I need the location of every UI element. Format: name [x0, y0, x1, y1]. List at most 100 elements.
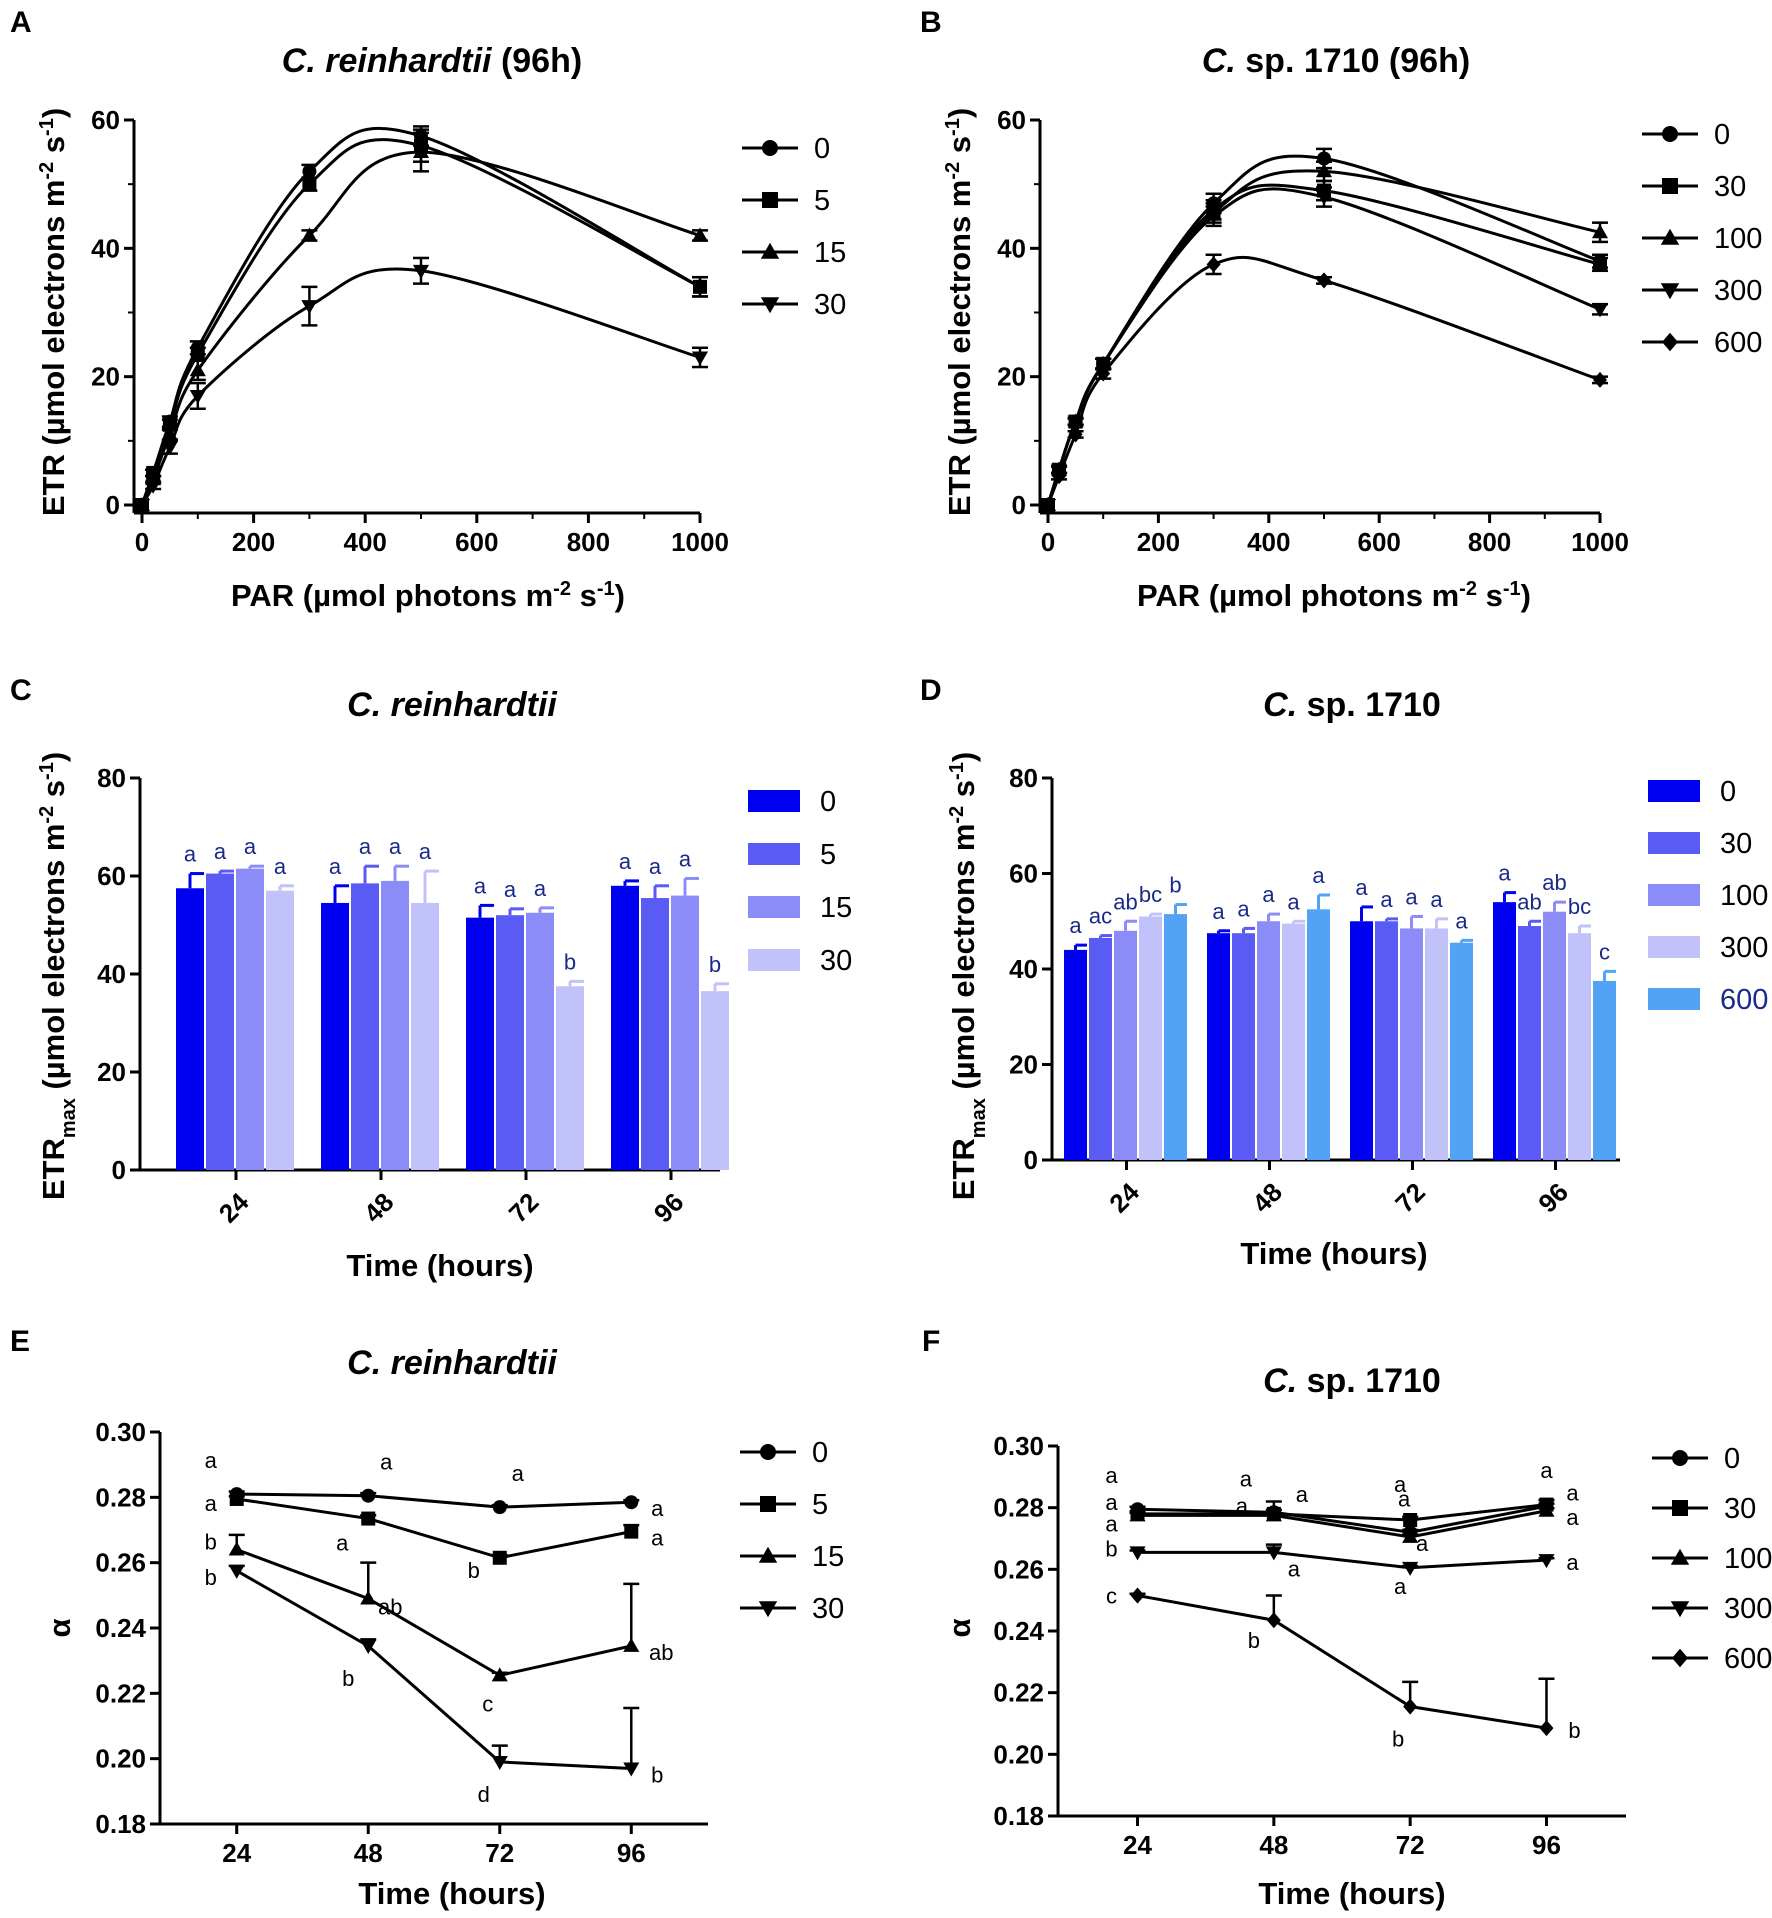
bar: [1114, 930, 1137, 1160]
data-point: [361, 1511, 376, 1526]
significance-label: a: [1380, 887, 1393, 912]
data-point: [1403, 1513, 1418, 1527]
y-tick-label: 0.26: [95, 1548, 146, 1578]
chart-title: C. reinhardtii (96h): [282, 42, 582, 80]
data-point: [302, 164, 317, 179]
data-point: [491, 1755, 508, 1770]
series-5: [135, 128, 708, 512]
significance-label: a: [1355, 875, 1368, 900]
y-tick-label: 0: [1024, 1145, 1038, 1175]
legend-marker: [762, 140, 778, 156]
data-point: [491, 1667, 508, 1682]
data-point: [1265, 1507, 1282, 1522]
y-tick-label: 0.30: [95, 1417, 146, 1447]
y-tick-label: 60: [97, 861, 126, 891]
legend-label: 30: [1720, 828, 1752, 860]
x-tick-label: 96: [617, 1838, 646, 1868]
significance-label: a: [1430, 887, 1443, 912]
bar: [206, 873, 234, 1170]
data-point: [189, 389, 206, 404]
y-tick-label: 0.30: [993, 1431, 1044, 1461]
data-point: [229, 1491, 244, 1506]
panel-letter: E: [10, 1325, 30, 1358]
label-part: ): [946, 752, 981, 762]
y-tick-label: 0.28: [993, 1493, 1044, 1523]
bar: [176, 888, 204, 1170]
bar: [1257, 921, 1280, 1160]
data-point: [492, 1500, 507, 1515]
x-tick-label: 800: [567, 527, 610, 557]
significance-label: a: [1498, 861, 1511, 886]
bar: [1282, 923, 1305, 1160]
legend-label: 0: [820, 786, 836, 818]
panel-f: F C. sp. 1710 0.18 0.20 0.22 0.24 0.26 0.28 0.30…: [922, 1325, 1772, 1911]
significance-label: b: [205, 1530, 217, 1555]
significance-label: a: [651, 1526, 664, 1551]
y-tick-label: 0.26: [993, 1554, 1044, 1584]
bar: [381, 880, 409, 1170]
bar: [236, 868, 264, 1170]
legend-marker: [762, 192, 778, 208]
bar: [556, 986, 584, 1170]
significance-label: b: [651, 1762, 663, 1787]
legend-marker: [760, 1496, 776, 1512]
bar: [1164, 914, 1187, 1160]
significance-label: a: [474, 873, 487, 898]
data-point: [145, 479, 162, 494]
significance-label: a: [1566, 1481, 1579, 1506]
series-line: [235, 1569, 632, 1770]
significance-label: b: [1169, 873, 1181, 898]
significance-label: a: [329, 854, 342, 879]
significance-label: a: [1212, 899, 1225, 924]
data-point: [412, 264, 430, 279]
y-tick-label: 80: [97, 763, 126, 793]
legend-label: 0: [814, 133, 830, 165]
y-tick-label: 0.18: [95, 1809, 146, 1839]
chart-title-rest: (96h): [492, 42, 583, 80]
label-part: s: [36, 780, 71, 806]
label-part: Time (hours): [358, 1876, 545, 1911]
series-line: [1046, 183, 1601, 506]
chart-title-italic: C. reinhardtii: [347, 1344, 558, 1382]
chart-title: C. reinhardtii: [347, 686, 558, 724]
bar: [1493, 902, 1516, 1160]
data-point: [624, 1524, 639, 1539]
y-tick-label: 20: [97, 1057, 126, 1087]
chart-title-rest: sp. 1710 (96h): [1236, 42, 1470, 80]
x-tick-label: 72: [503, 1187, 545, 1229]
label-part: s: [36, 136, 71, 162]
legend-swatch: [1648, 780, 1700, 802]
superscript: -2: [942, 162, 964, 180]
significance-label: a: [1405, 884, 1418, 909]
legend-label: 300: [1720, 932, 1768, 964]
chart-title-italic: C. reinhardtii: [347, 686, 558, 724]
data-point: [361, 1488, 376, 1503]
significance-label: a: [1394, 1574, 1407, 1599]
series-line: [140, 267, 701, 506]
superscript: -2: [946, 806, 968, 824]
significance-label: a: [1540, 1458, 1553, 1483]
bar: [1350, 921, 1373, 1160]
legend-swatch: [1648, 884, 1700, 906]
bar: [351, 883, 379, 1170]
significance-label: a: [205, 1448, 218, 1473]
y-tick-label: 60: [1009, 859, 1038, 889]
label-part: ): [1521, 578, 1531, 613]
superscript: -1: [36, 762, 58, 780]
label-part: (µmol electrons m: [946, 824, 981, 1099]
chart-title-rest: sp. 1710: [1297, 1362, 1441, 1400]
data-point: [360, 1640, 377, 1655]
legend-label: 15: [814, 237, 846, 269]
significance-label: a: [1236, 1493, 1249, 1518]
legend-swatch: [1648, 988, 1700, 1010]
series-line: [236, 1548, 632, 1677]
label-part: (µmol electrons m: [36, 824, 71, 1099]
data-point: [228, 1564, 245, 1579]
y-tick-label: 0.18: [993, 1801, 1044, 1831]
legend-label: 100: [1720, 880, 1768, 912]
chart-title: C. reinhardtii: [347, 1344, 558, 1382]
legend-marker: [760, 297, 780, 314]
series-line: [236, 1492, 632, 1509]
x-tick-label: 48: [354, 1838, 383, 1868]
